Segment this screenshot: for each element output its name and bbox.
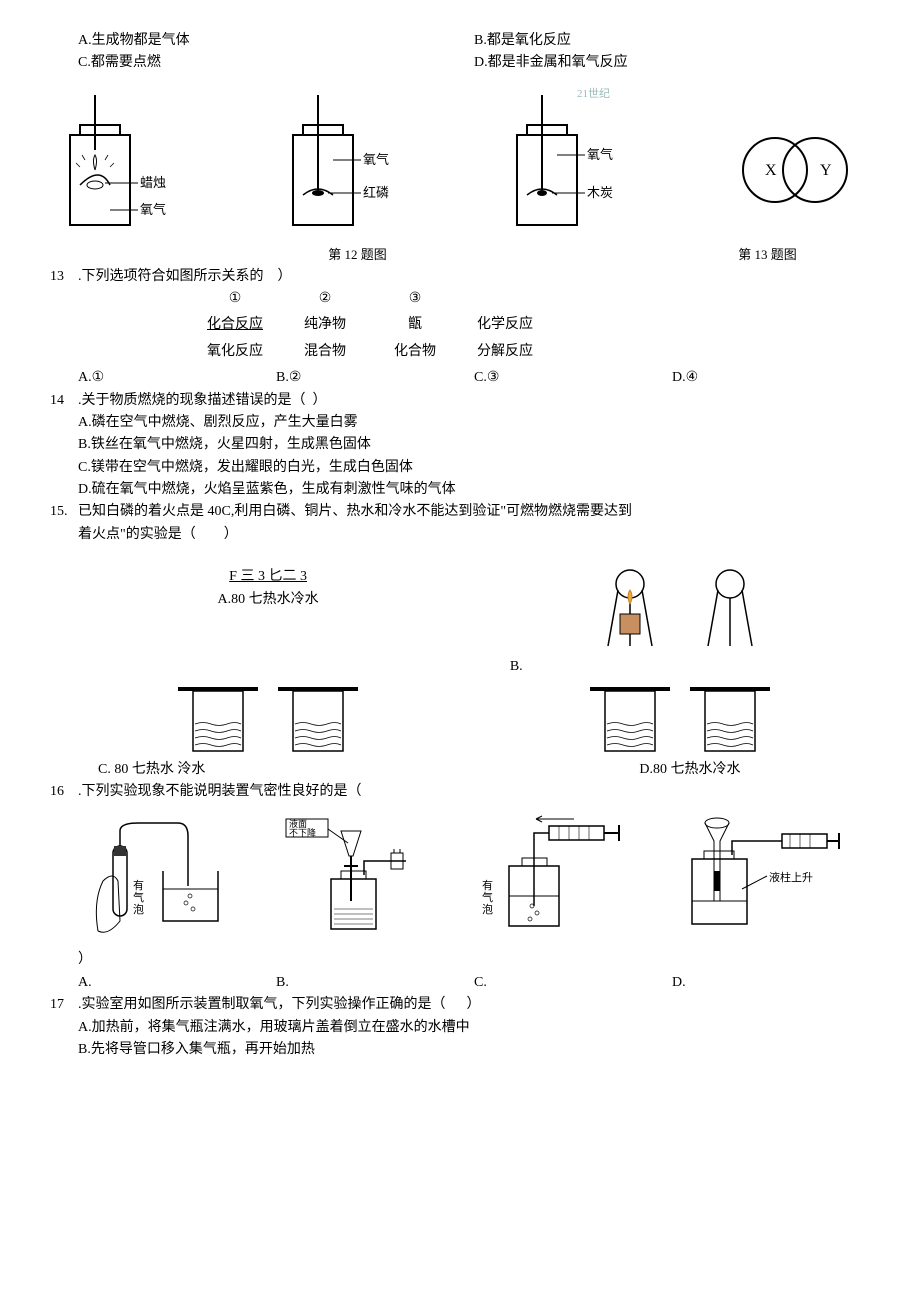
q12-optA: A.生成物都是气体: [78, 30, 474, 52]
svg-text:液柱上升: 液柱上升: [769, 870, 813, 884]
q14-optB: B.铁丝在氧气中燃烧，火星四射，生成黑色固体: [50, 434, 870, 456]
svg-text:泡: 泡: [133, 902, 144, 916]
q16-options: A. B. C. D.: [50, 972, 870, 994]
q15-stem2: 着火点"的实验是（ ）: [50, 524, 870, 546]
q15-optD: D.80 七热水冷水: [490, 759, 870, 781]
venn-y: Y: [820, 162, 832, 179]
q12-jar1: 蜡烛 氧气: [50, 95, 190, 235]
svg-text:气: 气: [133, 890, 144, 904]
q13-optD: D.④: [672, 367, 870, 389]
fig-captions: 第 12 题图 第 13 题图: [50, 245, 870, 266]
q13-venn: X Y: [720, 115, 870, 235]
jar3-label1: 氧气: [587, 147, 613, 162]
q12-caption: 第 12 题图: [50, 245, 665, 266]
q16-num: 16: [50, 781, 78, 803]
q13-optC: C.③: [474, 367, 672, 389]
q12-options-row1: A.生成物都是气体 B.都是氧化反应: [50, 30, 870, 52]
svg-text:泡: 泡: [482, 902, 493, 916]
q13-optA: A.①: [78, 367, 276, 389]
q15-figA: F 三 3 匕二 3 A.80 七热水冷水: [78, 566, 458, 678]
beaker-icon: [585, 679, 675, 759]
svg-text:有: 有: [133, 878, 144, 892]
q14-stem: 14 .关于物质燃烧的现象描述错误的是（ ）: [50, 390, 870, 412]
beaker-icon: [273, 679, 363, 759]
q15-optA: A.80 七热水冷水: [78, 589, 458, 611]
q15-row2: C. 80 七热水 泠水: [50, 679, 870, 781]
q16-figC: 有 气 泡: [474, 811, 672, 941]
q16-stem: 16 .下列实验现象不能说明装置气密性良好的是（: [50, 781, 870, 803]
venn-x: X: [765, 162, 777, 179]
q14-optD: D.硫在氧气中燃烧，火焰呈蓝紫色，生成有刺激性气味的气体: [50, 479, 870, 501]
q15-figD: D.80 七热水冷水: [490, 679, 870, 781]
q13-optB: B.②: [276, 367, 474, 389]
q12-optD: D.都是非金属和氧气反应: [474, 52, 870, 74]
q13-table-row1: 化合反应 纯净物 甑 化学反应: [190, 314, 870, 336]
jar3-watermark: 21世纪: [577, 87, 610, 100]
q12-optB: B.都是氧化反应: [474, 30, 870, 52]
q16-paren: ）: [50, 949, 870, 971]
q14-optA: A.磷在空气中燃烧、剧烈反应，产生大量白雾: [50, 412, 870, 434]
svg-text:有: 有: [482, 878, 493, 892]
jar2-label1: 氧气: [363, 152, 389, 167]
q13-table-head: ① ② ③: [190, 288, 870, 310]
jar1-label2: 氧气: [140, 202, 166, 217]
q12-options-row2: C.都需要点燃 D.都是非金属和氧气反应: [50, 52, 870, 74]
jar1-label1: 蜡烛: [140, 175, 166, 190]
q12-jar2: 氧气 红磷: [273, 95, 413, 235]
q16-optD: D.: [672, 972, 870, 994]
q14-num: 14: [50, 390, 78, 412]
q17-optA: A.加热前，将集气瓶注满水，用玻璃片盖着倒立在盛水的水槽中: [50, 1017, 870, 1039]
q16-figures: 有 气 泡 液面 不下降: [50, 811, 870, 941]
q17-stem: 17 .实验室用如图所示装置制取氧气，下列实验操作正确的是（ ）: [50, 994, 870, 1016]
q16-optC: C.: [474, 972, 672, 994]
q12-optC: C.都需要点燃: [78, 52, 474, 74]
q13-options: A.① B.② C.③ D.④: [50, 367, 870, 389]
q14-optC: C.镁带在空气中燃烧，发出耀眼的白光，生成白色固体: [50, 457, 870, 479]
q15-optC: C. 80 七热水 泠水: [78, 759, 458, 781]
q16-figA: 有 气 泡: [78, 811, 276, 941]
q16-figB: 液面 不下降: [276, 811, 474, 941]
q17-optB: B.先将导管口移入集气瓶，再开始加热: [50, 1039, 870, 1061]
q15-stem: 15. 已知白磷的着火点是 40C,利用白磷、铜片、热水和冷水不能达到验证"可燃…: [50, 501, 870, 523]
q16-optB: B.: [276, 972, 474, 994]
q12-jar3: 21世纪 氧气 木炭: [497, 85, 637, 235]
q13-caption: 第 13 题图: [665, 245, 870, 266]
beaker-icon: [685, 679, 775, 759]
q16-figD: 液柱上升: [672, 811, 870, 941]
q13-table-row2: 氧化反应 混合物 化合物 分解反应: [190, 341, 870, 363]
jar3-label2: 木炭: [587, 185, 613, 200]
q15-figC: C. 80 七热水 泠水: [78, 679, 458, 781]
q16-optA: A.: [78, 972, 276, 994]
beaker-icon: [173, 679, 263, 759]
jar2-label2: 红磷: [363, 185, 389, 200]
svg-text:气: 气: [482, 890, 493, 904]
q17-num: 17: [50, 994, 78, 1016]
q12-figure-row: 蜡烛 氧气 氧气 红磷 21世纪 氧气 木炭: [50, 85, 870, 235]
q15-num: 15.: [50, 501, 78, 523]
q13-num: 13: [50, 266, 78, 288]
q15-figB: B.: [490, 566, 870, 678]
q15-row1: F 三 3 匕二 3 A.80 七热水冷水 B.: [50, 566, 870, 678]
q15-optB: B.: [490, 656, 870, 678]
q13-stem: 13 .下列选项符合如图所示关系的 ）: [50, 266, 870, 288]
svg-text:不下降: 不下降: [289, 827, 316, 838]
